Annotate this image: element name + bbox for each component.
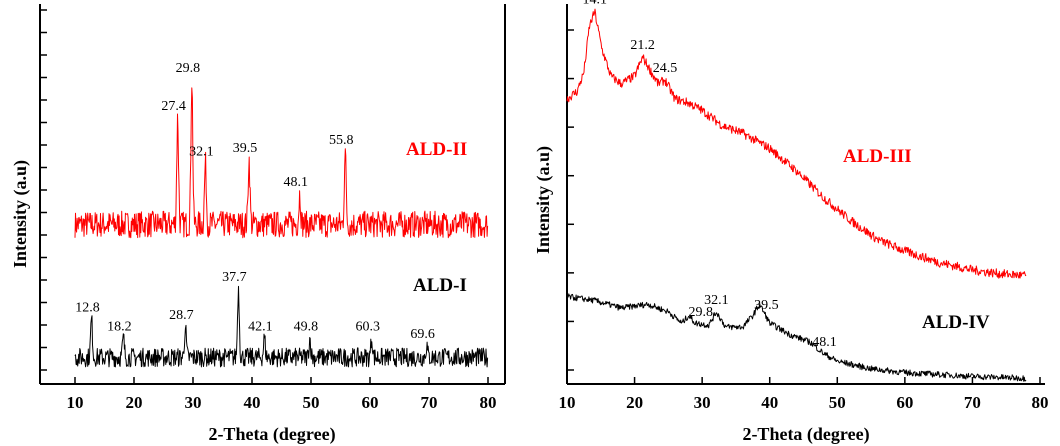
peak-label: 18.2: [107, 319, 132, 334]
x-tick-label: 70: [421, 393, 438, 412]
x-tick-label: 60: [896, 393, 913, 412]
left-x-axis-title: 2-Theta (degree): [208, 424, 335, 445]
x-tick-label: 50: [829, 393, 846, 412]
peak-label: 49.8: [294, 319, 319, 334]
right-y-ticks: [567, 29, 574, 371]
x-tick-label: 20: [626, 393, 643, 412]
peak-label: 39.5: [754, 298, 779, 313]
series-trace-ald-iv: [566, 293, 1027, 382]
right-x-axis-title: 2-Theta (degree): [742, 424, 869, 445]
x-tick-label: 70: [964, 393, 981, 412]
peak-label: 21.2: [630, 38, 655, 53]
x-tick-label: 20: [126, 393, 143, 412]
peak-label: 14.1: [582, 0, 607, 8]
peak-label: 69.6: [410, 327, 435, 342]
x-tick-label: 40: [244, 393, 261, 412]
right-chart: 10 20 30 40 50 60 70 80 14.1 21.2 24.5 29.832.1 39.…: [533, 0, 1049, 445]
peak-label: 32.1: [189, 145, 214, 160]
peak-label: 27.4: [161, 99, 186, 114]
x-tick-label: 40: [761, 393, 778, 412]
peak-label: 48.1: [284, 175, 309, 190]
peak-label: 42.1: [248, 319, 273, 334]
peak-label: 55.8: [329, 133, 354, 148]
right-traces: [566, 8, 1027, 382]
x-tick-label: 80: [1032, 393, 1049, 412]
peak-label: 28.7: [169, 308, 194, 323]
x-tick-label: 30: [694, 393, 711, 412]
left-peak-labels: 27.4 29.8 32.1 39.5 48.1 55.8 12.8 18.2 28.7 37.7…: [75, 61, 435, 342]
series-label-ald-iii: ALD-III: [843, 146, 912, 167]
peak-label: 48.1: [812, 335, 837, 350]
x-tick-label: 30: [185, 393, 202, 412]
x-tick-label: 60: [362, 393, 379, 412]
series-label-ald-ii: ALD-II: [406, 139, 467, 160]
x-tick-label: 10: [559, 393, 576, 412]
right-y-axis-title: Intensity (a.u): [533, 146, 554, 254]
series-trace-ald-ii: [74, 87, 489, 239]
left-traces: [74, 87, 489, 368]
right-x-ticks: 10 20 30 40 50 60 70 80: [559, 377, 1049, 412]
peak-label: 60.3: [356, 319, 381, 334]
series-label-ald-iv: ALD-IV: [922, 312, 990, 333]
peak-label: 37.7: [222, 270, 247, 285]
peak-label: 39.5: [233, 141, 258, 156]
left-y-ticks: [40, 9, 47, 371]
series-trace-ald-i: [74, 285, 489, 368]
peak-label: 24.5: [653, 61, 678, 76]
left-chart: 10 20 30 40 50 60 70 80 27.4 29.8 32.1 39.5 48.1 55.…: [10, 4, 506, 445]
right-peak-labels: 14.1 21.2 24.5 29.832.1 39.5 48.1: [582, 0, 836, 350]
peak-label: 32.1: [704, 293, 729, 308]
x-tick-label: 50: [303, 393, 320, 412]
peak-label: 29.8: [176, 61, 201, 76]
peak-label: 12.8: [75, 300, 100, 315]
right-plot-area: [566, 4, 1045, 385]
series-trace-ald-iii: [566, 8, 1027, 279]
left-y-axis-title: Intensity (a.u): [10, 160, 31, 268]
series-label-ald-i: ALD-I: [413, 275, 467, 296]
left-plot-area: [39, 4, 506, 385]
x-tick-label: 80: [480, 393, 497, 412]
left-x-ticks: 10 20 30 40 50 60 70 80: [67, 377, 497, 412]
peak-label: 29.8: [689, 305, 714, 320]
x-tick-label: 10: [67, 393, 84, 412]
